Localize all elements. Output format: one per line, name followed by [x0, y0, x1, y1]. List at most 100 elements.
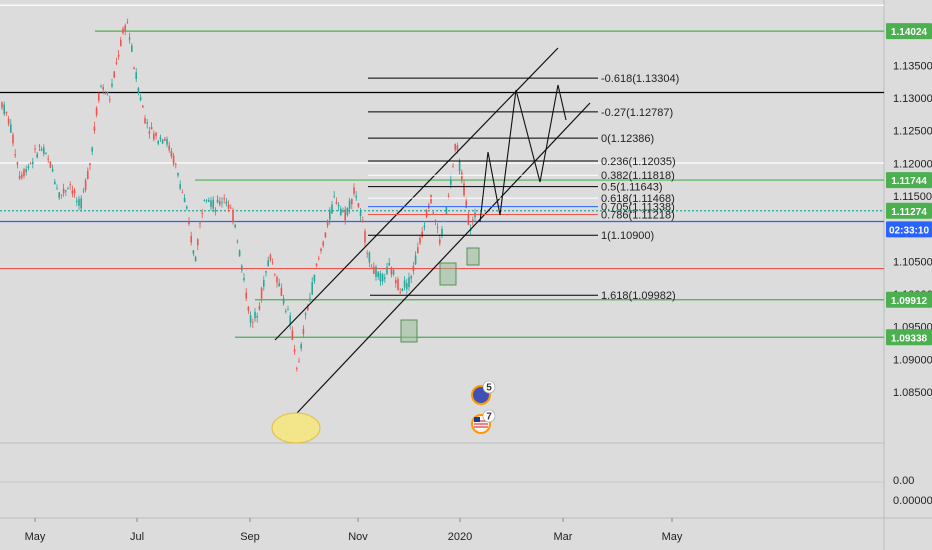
- candle-body: [373, 266, 375, 274]
- candle-body: [403, 280, 406, 288]
- candle-body: [16, 162, 19, 165]
- x-tick-label: Jul: [130, 531, 144, 543]
- candle-body: [353, 187, 355, 194]
- candle-body: [58, 192, 60, 198]
- candle-body: [366, 253, 368, 255]
- fib-level-label: 0.705(1.11338): [601, 202, 675, 214]
- candle-body: [113, 71, 115, 78]
- x-tick-label: May: [662, 531, 683, 543]
- candle-body: [190, 235, 192, 243]
- candle-body: [45, 153, 47, 155]
- candle-body: [335, 202, 338, 204]
- candle-body: [421, 231, 423, 237]
- price-badge[interactable]: [886, 172, 932, 189]
- oscillator-tick-label: 0.00: [893, 475, 914, 487]
- candle-body: [212, 199, 214, 209]
- candle-body: [122, 28, 124, 34]
- price-badge-label: 1.09338: [891, 333, 928, 344]
- candle-body: [10, 124, 12, 133]
- candle-body: [417, 247, 419, 253]
- candle-body: [359, 210, 362, 216]
- candle-body: [454, 143, 456, 150]
- candle-body: [126, 21, 129, 23]
- candle-body: [472, 219, 474, 221]
- candle-body: [280, 287, 283, 296]
- fib-level-label: 0.382(1.11818): [601, 170, 675, 182]
- candle-body: [203, 200, 206, 201]
- price-badge[interactable]: [886, 202, 932, 219]
- event-count-badge: [482, 409, 496, 423]
- candle-body: [395, 279, 397, 284]
- candle-body: [109, 99, 111, 101]
- candle-body: [38, 145, 41, 147]
- candle-body: [381, 274, 384, 282]
- candle-body: [84, 180, 87, 191]
- candle-body: [194, 256, 197, 262]
- candle-body: [135, 72, 137, 79]
- candle-body: [177, 172, 179, 176]
- candle-body: [375, 266, 377, 277]
- candle-body: [307, 305, 309, 311]
- candle-body: [168, 145, 170, 151]
- candle-body: [419, 237, 421, 244]
- y-tick-label: 1.13500: [893, 60, 932, 72]
- y-tick-label: 1.11500: [893, 191, 932, 203]
- candle-body: [370, 266, 373, 268]
- candle-body: [36, 153, 38, 158]
- candle-body: [298, 361, 300, 363]
- candle-body: [230, 207, 232, 209]
- candle-body: [469, 229, 472, 232]
- candle-body: [254, 311, 256, 319]
- candle-body: [390, 267, 393, 275]
- candle-body: [265, 271, 267, 273]
- candle-body: [65, 190, 67, 192]
- channel-lower-line: [296, 102, 591, 414]
- candle-body: [443, 221, 445, 222]
- candle-body: [164, 138, 166, 141]
- candle-body: [210, 200, 212, 207]
- candles: [1, 18, 476, 372]
- price-badge[interactable]: [886, 291, 932, 308]
- candle-body: [102, 87, 104, 90]
- candle-body: [252, 322, 254, 324]
- candle-body: [364, 231, 366, 243]
- y-tick-label: 1.13000: [893, 93, 932, 105]
- candle-body: [348, 200, 351, 209]
- candle-body: [329, 209, 331, 220]
- candle-body: [445, 206, 448, 215]
- fib-level-label: -0.618(1.13304): [601, 73, 679, 85]
- price-badge[interactable]: [886, 23, 932, 40]
- candle-body: [5, 111, 8, 114]
- candle-body: [386, 266, 388, 274]
- fib-level-label: -0.27(1.12787): [601, 107, 673, 119]
- candle-body: [69, 184, 71, 186]
- flag-canton: [474, 417, 480, 422]
- candle-body: [161, 139, 164, 144]
- candle-body: [47, 158, 49, 160]
- candle-body: [23, 169, 25, 177]
- candle-body: [142, 105, 144, 108]
- candle-body: [322, 241, 324, 246]
- price-badge[interactable]: [886, 329, 932, 346]
- price-badge[interactable]: [886, 221, 932, 238]
- candle-body: [447, 195, 450, 197]
- candle-body: [181, 192, 184, 194]
- candle-body: [243, 278, 245, 281]
- candle-body: [289, 315, 291, 325]
- candle-body: [412, 265, 415, 272]
- candle-body: [304, 313, 307, 316]
- candle-body: [441, 228, 443, 235]
- candle-body: [245, 292, 247, 299]
- candle-body: [175, 163, 177, 165]
- candle-body: [124, 25, 126, 31]
- fibonacci-levels: -0.618(1.13304) -0.27(1.12787) 0(1.12386) 0…: [368, 73, 679, 302]
- candle-body: [256, 315, 258, 318]
- candle-body: [342, 210, 344, 212]
- candle-body: [188, 221, 190, 224]
- candle-body: [170, 151, 173, 157]
- candle-body: [236, 240, 239, 242]
- candle-body: [313, 274, 316, 282]
